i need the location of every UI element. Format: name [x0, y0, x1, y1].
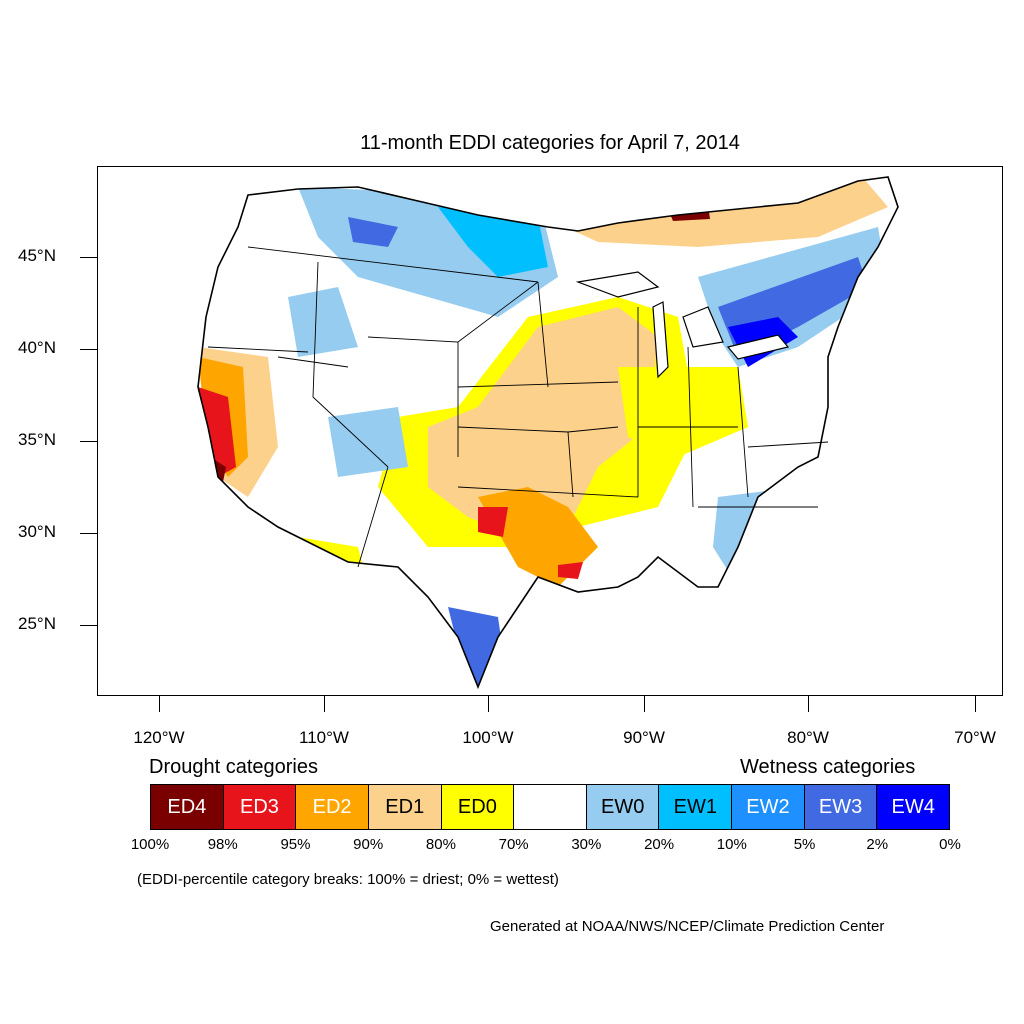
lat-label-35: 35°N [18, 430, 56, 449]
lat-label-40: 40°N [18, 338, 56, 357]
lat-tick [80, 441, 97, 442]
lat-label-45: 45°N [18, 246, 56, 265]
legend-box-ew4: EW4 [877, 785, 950, 829]
map-title: 11-month EDDI categories for April 7, 20… [360, 132, 740, 154]
break-label: 95% [280, 836, 311, 853]
lat-tick [80, 533, 97, 534]
break-label: 2% [866, 836, 889, 853]
legend-box-ew1: EW1 [659, 785, 733, 829]
break-label: 100% [130, 836, 170, 853]
lon-tick [324, 696, 325, 712]
legend-bar: ED4 ED3 ED2 ED1 ED0 EW0 EW1 EW2 EW3 EW4 [150, 784, 950, 830]
lat-tick [80, 625, 97, 626]
lat-tick [80, 349, 97, 350]
eddi-map [97, 166, 1003, 696]
legend-box-neutral [514, 785, 587, 829]
lat-tick [80, 257, 97, 258]
great-lakes [575, 271, 790, 379]
lon-tick [644, 696, 645, 712]
break-label: 70% [498, 836, 529, 853]
lon-label-70: 70°W [954, 728, 996, 747]
break-label: 30% [571, 836, 602, 853]
lon-label-100: 100°W [462, 728, 514, 747]
map-canvas [197, 176, 899, 690]
legend-box-ed4: ED4 [151, 785, 224, 829]
legend-box-ed1: ED1 [368, 785, 442, 829]
break-label: 10% [716, 836, 747, 853]
category-note: (EDDI-percentile category breaks: 100% =… [137, 871, 559, 888]
lon-tick [159, 696, 160, 712]
drought-heading: Drought categories [149, 756, 318, 778]
state-borders [207, 246, 829, 568]
break-label: 20% [644, 836, 675, 853]
lon-tick [808, 696, 809, 712]
legend-box-ed0: ED0 [441, 785, 515, 829]
legend-box-ed2: ED2 [296, 785, 369, 829]
credit-line: Generated at NOAA/NWS/NCEP/Climate Predi… [490, 918, 885, 935]
break-label: 5% [793, 836, 816, 853]
lon-label-80: 80°W [787, 728, 829, 747]
break-label: 98% [207, 836, 238, 853]
conus-outline [197, 176, 899, 690]
legend-box-ed3: ED3 [223, 785, 297, 829]
lon-tick [975, 696, 976, 712]
lon-tick [488, 696, 489, 712]
legend-box-ew0: EW0 [586, 785, 660, 829]
lat-label-30: 30°N [18, 522, 56, 541]
break-label: 0% [939, 836, 961, 853]
wetness-heading: Wetness categories [740, 756, 916, 778]
legend-box-ew2: EW2 [732, 785, 805, 829]
break-label: 90% [353, 836, 384, 853]
break-label: 80% [425, 836, 456, 853]
lat-label-25: 25°N [18, 614, 56, 633]
lon-label-120: 120°W [133, 728, 185, 747]
lon-label-110: 110°W [299, 728, 349, 747]
legend-box-ew3: EW3 [804, 785, 878, 829]
lon-label-90: 90°W [623, 728, 665, 747]
